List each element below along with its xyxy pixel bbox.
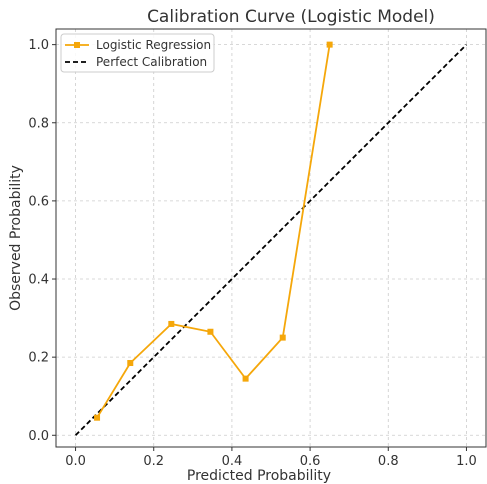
y-tick-label-2: 0.4: [28, 273, 49, 288]
data-point-0: [94, 414, 101, 421]
series-line-perfect-calibration: [74, 43, 468, 436]
y-axis-label: Observed Probability: [8, 165, 24, 311]
ticks: 0.0 0.2 0.4 0.6 0.8 1.0 0.0 0.2 0.4 0.6 0.8 1.0: [28, 38, 476, 469]
x-tick-label-3: 0.6: [300, 454, 321, 469]
legend-label-perfect-calibration: Perfect Calibration: [96, 55, 207, 69]
x-tick-label-0: 0.0: [65, 454, 86, 469]
legend: Logistic Regression Perfect Calibration: [60, 33, 215, 73]
data-point-2: [168, 320, 175, 327]
y-tick-label-0: 0.0: [28, 429, 49, 444]
x-tick-label-5: 1.0: [456, 454, 477, 469]
y-tick-label-1: 0.2: [28, 351, 49, 366]
data-point-5: [279, 334, 286, 341]
data-point-6: [326, 41, 333, 48]
y-tick-label-5: 1.0: [28, 38, 49, 53]
x-tick-label-4: 0.8: [378, 454, 399, 469]
x-tick-label-2: 0.4: [222, 454, 243, 469]
chart-title: Calibration Curve (Logistic Model): [147, 7, 435, 27]
legend-marker-logistic-regression: [74, 42, 80, 48]
y-tick-label-4: 0.8: [28, 116, 49, 131]
grid: [56, 29, 486, 447]
x-axis-label: Predicted Probability: [187, 468, 331, 484]
data-point-4: [242, 375, 249, 382]
y-tick-label-3: 0.6: [28, 194, 49, 209]
data-point-3: [207, 328, 214, 335]
legend-label-logistic-regression: Logistic Regression: [96, 38, 211, 52]
series-layer: [74, 41, 468, 436]
plot-frame: [55, 28, 487, 448]
data-point-1: [127, 360, 134, 367]
legend-box: [60, 33, 215, 73]
x-tick-label-1: 0.2: [143, 454, 164, 469]
